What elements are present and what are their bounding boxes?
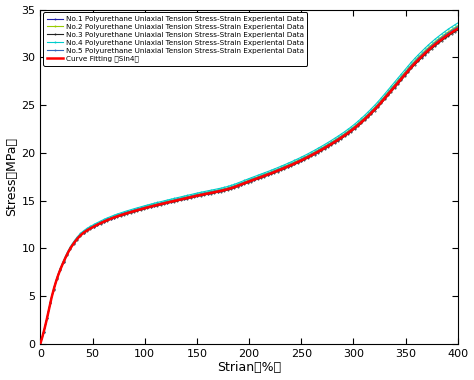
No.5 Polyurethane Uniaxial Tension Stress-Strain Experiental Data bbox=[80, 230, 86, 235]
No.2 Polyurethane Uniaxial Tension Stress-Strain Experiental Data bbox=[221, 187, 227, 191]
No.3 Polyurethane Uniaxial Tension Stress-Strain Experiental Data bbox=[371, 109, 376, 114]
No.2 Polyurethane Uniaxial Tension Stress-Strain Experiental Data bbox=[324, 142, 330, 147]
Line: No.3 Polyurethane Uniaxial Tension Stress-Strain Experiental Data: No.3 Polyurethane Uniaxial Tension Stres… bbox=[40, 30, 458, 344]
Line: No.1 Polyurethane Uniaxial Tension Stress-Strain Experiental Data: No.1 Polyurethane Uniaxial Tension Stres… bbox=[40, 28, 458, 344]
Curve Fitting （Sin4） bbox=[363, 116, 369, 120]
No.3 Polyurethane Uniaxial Tension Stress-Strain Experiental Data bbox=[455, 28, 461, 32]
No.1 Polyurethane Uniaxial Tension Stress-Strain Experiental Data bbox=[206, 191, 212, 196]
Curve Fitting （Sin4） bbox=[206, 191, 212, 196]
No.2 Polyurethane Uniaxial Tension Stress-Strain Experiental Data bbox=[206, 190, 212, 194]
Line: Curve Fitting （Sin4）: Curve Fitting （Sin4） bbox=[40, 28, 458, 344]
No.5 Polyurethane Uniaxial Tension Stress-Strain Experiental Data bbox=[455, 24, 461, 29]
No.1 Polyurethane Uniaxial Tension Stress-Strain Experiental Data bbox=[455, 26, 461, 31]
Legend: No.1 Polyurethane Uniaxial Tension Stress-Strain Experiental Data, No.2 Polyuret: No.1 Polyurethane Uniaxial Tension Stres… bbox=[43, 13, 307, 66]
No.1 Polyurethane Uniaxial Tension Stress-Strain Experiental Data bbox=[371, 108, 376, 113]
No.1 Polyurethane Uniaxial Tension Stress-Strain Experiental Data bbox=[37, 342, 43, 346]
No.5 Polyurethane Uniaxial Tension Stress-Strain Experiental Data bbox=[324, 143, 330, 148]
No.3 Polyurethane Uniaxial Tension Stress-Strain Experiental Data bbox=[363, 117, 369, 122]
No.2 Polyurethane Uniaxial Tension Stress-Strain Experiental Data bbox=[363, 114, 369, 119]
No.3 Polyurethane Uniaxial Tension Stress-Strain Experiental Data bbox=[206, 192, 212, 196]
No.1 Polyurethane Uniaxial Tension Stress-Strain Experiental Data bbox=[80, 231, 86, 236]
No.4 Polyurethane Uniaxial Tension Stress-Strain Experiental Data bbox=[455, 21, 461, 25]
No.5 Polyurethane Uniaxial Tension Stress-Strain Experiental Data bbox=[37, 342, 43, 346]
No.5 Polyurethane Uniaxial Tension Stress-Strain Experiental Data bbox=[206, 190, 212, 195]
No.5 Polyurethane Uniaxial Tension Stress-Strain Experiental Data bbox=[221, 187, 227, 192]
Curve Fitting （Sin4） bbox=[371, 108, 376, 113]
Curve Fitting （Sin4） bbox=[324, 144, 330, 149]
No.5 Polyurethane Uniaxial Tension Stress-Strain Experiental Data bbox=[363, 114, 369, 119]
Line: No.5 Polyurethane Uniaxial Tension Stress-Strain Experiental Data: No.5 Polyurethane Uniaxial Tension Stres… bbox=[40, 26, 458, 344]
No.1 Polyurethane Uniaxial Tension Stress-Strain Experiental Data bbox=[363, 116, 369, 120]
No.1 Polyurethane Uniaxial Tension Stress-Strain Experiental Data bbox=[221, 188, 227, 192]
No.3 Polyurethane Uniaxial Tension Stress-Strain Experiental Data bbox=[80, 231, 86, 236]
No.4 Polyurethane Uniaxial Tension Stress-Strain Experiental Data bbox=[371, 104, 376, 109]
No.2 Polyurethane Uniaxial Tension Stress-Strain Experiental Data bbox=[371, 106, 376, 111]
No.4 Polyurethane Uniaxial Tension Stress-Strain Experiental Data bbox=[37, 342, 43, 346]
Curve Fitting （Sin4） bbox=[221, 188, 227, 192]
No.4 Polyurethane Uniaxial Tension Stress-Strain Experiental Data bbox=[80, 229, 86, 234]
No.4 Polyurethane Uniaxial Tension Stress-Strain Experiental Data bbox=[363, 112, 369, 116]
No.2 Polyurethane Uniaxial Tension Stress-Strain Experiental Data bbox=[455, 24, 461, 28]
No.1 Polyurethane Uniaxial Tension Stress-Strain Experiental Data bbox=[324, 144, 330, 149]
No.5 Polyurethane Uniaxial Tension Stress-Strain Experiental Data bbox=[371, 107, 376, 112]
No.3 Polyurethane Uniaxial Tension Stress-Strain Experiental Data bbox=[221, 188, 227, 193]
No.4 Polyurethane Uniaxial Tension Stress-Strain Experiental Data bbox=[221, 185, 227, 190]
No.4 Polyurethane Uniaxial Tension Stress-Strain Experiental Data bbox=[206, 188, 212, 193]
Y-axis label: Stress（MPa）: Stress（MPa） bbox=[6, 137, 18, 216]
No.3 Polyurethane Uniaxial Tension Stress-Strain Experiental Data bbox=[37, 342, 43, 346]
Line: No.4 Polyurethane Uniaxial Tension Stress-Strain Experiental Data: No.4 Polyurethane Uniaxial Tension Stres… bbox=[40, 22, 458, 344]
X-axis label: Strian（%）: Strian（%） bbox=[217, 361, 281, 374]
Line: No.2 Polyurethane Uniaxial Tension Stress-Strain Experiental Data: No.2 Polyurethane Uniaxial Tension Stres… bbox=[40, 25, 458, 344]
Curve Fitting （Sin4） bbox=[80, 231, 86, 236]
No.3 Polyurethane Uniaxial Tension Stress-Strain Experiental Data bbox=[324, 145, 330, 150]
No.4 Polyurethane Uniaxial Tension Stress-Strain Experiental Data bbox=[324, 141, 330, 145]
No.2 Polyurethane Uniaxial Tension Stress-Strain Experiental Data bbox=[37, 342, 43, 346]
Curve Fitting （Sin4） bbox=[37, 342, 43, 346]
Curve Fitting （Sin4） bbox=[455, 26, 461, 31]
No.2 Polyurethane Uniaxial Tension Stress-Strain Experiental Data bbox=[80, 230, 86, 234]
